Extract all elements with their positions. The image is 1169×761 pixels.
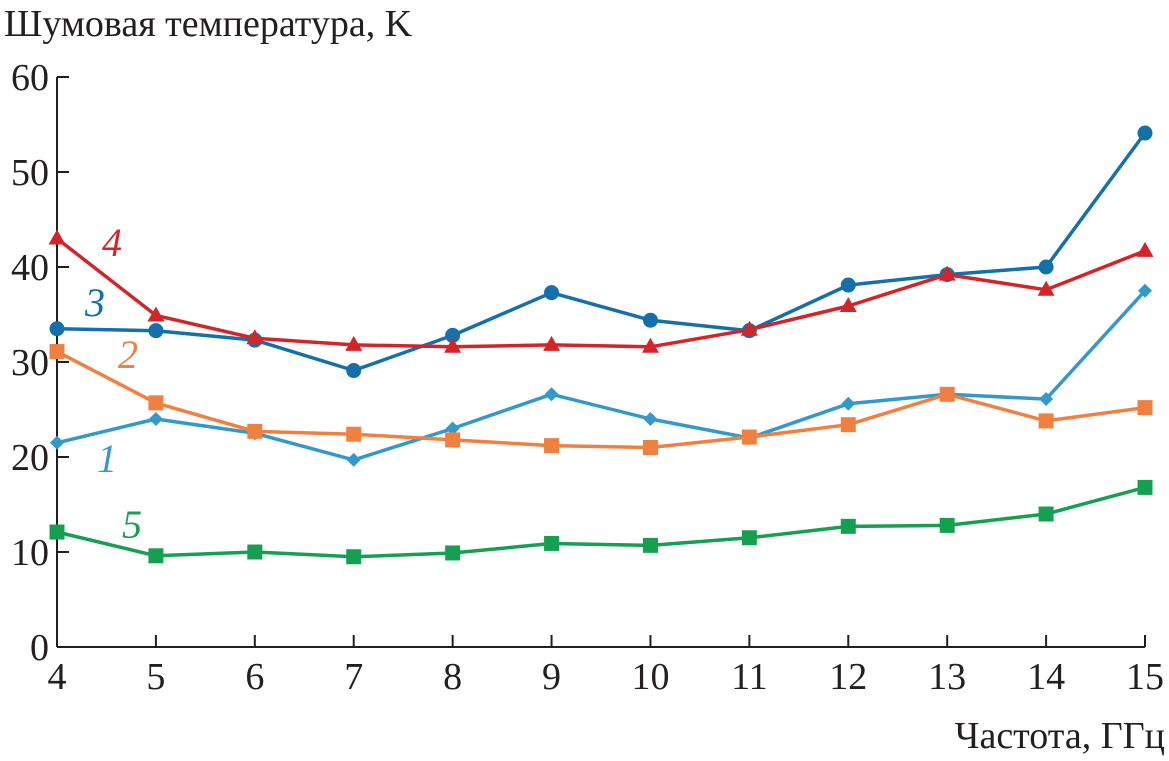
series-2-point bbox=[939, 386, 955, 402]
series-2-point bbox=[840, 417, 856, 433]
y-axis-label: Шумовая температура, K bbox=[4, 3, 413, 45]
series-2-point bbox=[346, 426, 362, 442]
x-tick-label: 11 bbox=[731, 656, 768, 698]
x-tick-label: 15 bbox=[1126, 656, 1164, 698]
series-3: 3 bbox=[49, 125, 1153, 379]
series-1-point bbox=[544, 387, 559, 402]
series-4-point bbox=[1037, 280, 1055, 296]
series-4-point bbox=[641, 337, 659, 353]
series-2-point bbox=[1137, 400, 1153, 416]
series-4-point bbox=[543, 335, 561, 351]
x-tick-label: 14 bbox=[1027, 656, 1065, 698]
series-4-point bbox=[740, 320, 758, 336]
x-tick-label: 7 bbox=[344, 656, 363, 698]
series-3-point bbox=[840, 277, 856, 293]
y-tick-label: 60 bbox=[11, 57, 49, 99]
series-4-point bbox=[246, 329, 264, 345]
series-3-point bbox=[148, 323, 164, 339]
series-3-point bbox=[346, 363, 362, 379]
series-4-point bbox=[938, 265, 956, 281]
series-4-point bbox=[1136, 241, 1154, 257]
series-2-label: 2 bbox=[118, 332, 138, 377]
series-1-point bbox=[346, 452, 361, 467]
series-1-point bbox=[50, 435, 64, 450]
x-tick-label: 9 bbox=[542, 656, 561, 698]
y-tick-label: 50 bbox=[11, 152, 49, 194]
series-1-point bbox=[841, 396, 856, 411]
x-tick-label: 5 bbox=[146, 656, 165, 698]
series-2: 2 bbox=[49, 332, 1153, 455]
series-2-line bbox=[55, 349, 1147, 450]
series-5-point bbox=[840, 518, 856, 534]
y-tick-label: 0 bbox=[30, 627, 49, 669]
series-2-point bbox=[445, 432, 461, 448]
x-tick-label: 10 bbox=[631, 656, 669, 698]
y-tick-label: 20 bbox=[11, 437, 49, 479]
y-tick-label: 10 bbox=[11, 532, 49, 574]
series-1-point bbox=[1039, 392, 1054, 407]
series-1-point bbox=[148, 412, 163, 426]
series-4-point bbox=[147, 306, 165, 322]
series-2-point bbox=[642, 440, 658, 455]
series-4-line bbox=[55, 236, 1147, 349]
series-4-point bbox=[839, 296, 857, 312]
x-axis-label: Частота, ГГц bbox=[955, 715, 1165, 757]
series-2-point bbox=[148, 395, 164, 411]
series-5-line bbox=[55, 485, 1147, 559]
x-tick-label: 6 bbox=[245, 656, 264, 698]
series-2-point bbox=[544, 438, 560, 454]
series-1-point bbox=[1138, 283, 1152, 298]
series-2-point bbox=[247, 423, 263, 439]
x-tick-label: 4 bbox=[48, 656, 67, 698]
series-5-point bbox=[1038, 506, 1054, 522]
x-tick-label: 13 bbox=[928, 656, 966, 698]
series-3-line bbox=[55, 131, 1147, 373]
series-5-point bbox=[148, 548, 164, 564]
series-4-point bbox=[444, 337, 462, 353]
series-1-label: 1 bbox=[97, 436, 117, 481]
series-5-point bbox=[346, 549, 362, 565]
x-tick-label: 12 bbox=[829, 656, 867, 698]
y-tick-label: 40 bbox=[11, 247, 49, 289]
series-1-line bbox=[55, 289, 1147, 462]
series-5-point bbox=[445, 545, 461, 561]
series-1-point bbox=[643, 412, 658, 426]
series-3-point bbox=[544, 285, 560, 301]
series-5-point bbox=[49, 524, 65, 540]
series-3-point bbox=[1038, 259, 1054, 275]
series-5-point bbox=[247, 544, 263, 560]
series-3-point bbox=[445, 327, 461, 343]
series-5-point bbox=[741, 530, 757, 546]
series-2-point bbox=[49, 344, 65, 360]
series-5: 5 bbox=[49, 479, 1153, 565]
series-2-point bbox=[741, 429, 757, 445]
series-5-point bbox=[642, 537, 658, 553]
series-3-point bbox=[642, 312, 658, 328]
series-5-point bbox=[1137, 479, 1153, 495]
series-3-point bbox=[49, 321, 65, 337]
series-3-label: 3 bbox=[84, 280, 105, 325]
series-4-label: 4 bbox=[102, 220, 122, 265]
series-5-label: 5 bbox=[122, 502, 142, 547]
series-5-point bbox=[939, 517, 955, 533]
series-1-point bbox=[445, 421, 460, 436]
series-3-point bbox=[1137, 125, 1153, 141]
series-2-point bbox=[1038, 413, 1054, 429]
x-tick-label: 8 bbox=[443, 656, 462, 698]
series-1: 1 bbox=[50, 283, 1152, 481]
series-4-point bbox=[345, 335, 363, 351]
y-tick-label: 30 bbox=[11, 342, 49, 384]
series-4-point bbox=[48, 229, 66, 245]
series-5-point bbox=[544, 535, 560, 551]
series-4: 4 bbox=[48, 220, 1154, 353]
